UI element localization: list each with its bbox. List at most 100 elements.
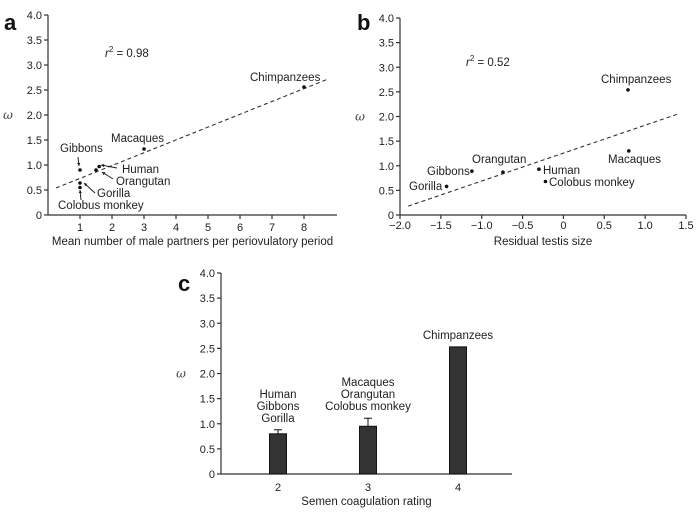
panel-a-arrowhead-icon: [78, 190, 82, 194]
panel-c-bar-label: Human: [259, 389, 296, 401]
panel-a-x-tick-label: 6: [237, 222, 243, 234]
panel-a-point-label: Chimpanzees: [250, 72, 321, 84]
panel-b-point-label: Chimpanzees: [601, 74, 672, 86]
panel-a-point-label: Colobus monkey: [58, 200, 144, 212]
panel-c-bar-label: Gibbons: [257, 401, 300, 413]
panel-c-label: c: [178, 271, 190, 296]
panel-a-point-gibbons: [78, 168, 82, 172]
panel-b-y-tick-label: 1.5: [379, 136, 394, 148]
panel-c-bar-label: Chimpanzees: [423, 330, 494, 342]
panel-c-y-tick-label: 4.0: [200, 268, 215, 280]
panel-a-x-tick-label: 5: [205, 222, 211, 234]
panel-a-fit-line: [55, 78, 329, 189]
panel-b-point-label: Gorilla: [409, 181, 443, 193]
panel-a-arrowhead-icon: [76, 162, 81, 166]
panel-a-label: a: [4, 10, 17, 35]
panel-a-point-label: Gibbons: [60, 143, 103, 155]
panel-b-x-tick-label: −1.0: [471, 220, 493, 232]
panel-a-point-human: [97, 164, 101, 169]
panel-c-bar: [269, 433, 287, 475]
panel-c-y-tick-label: 1.5: [200, 394, 215, 406]
panel-b-point-label: Gibbons: [427, 166, 470, 178]
panel-b-point-label: Orangutan: [472, 154, 526, 166]
panel-b-y-tick-label: 3.0: [379, 62, 394, 74]
panel-b-y-tick-label: 0: [388, 210, 394, 222]
panel-a-point-colobus-monkey: [78, 185, 82, 190]
panel-a-x-tick-label: 1: [77, 222, 83, 234]
panel-b-x-tick-label: 1.5: [678, 220, 693, 232]
panel-c-y-tick-label: 3.0: [200, 318, 215, 330]
panel-a-point-label: Gorilla: [97, 188, 131, 200]
panel-b-x-tick-label: −1.5: [430, 220, 452, 232]
panel-b-y-tick-label: 2.5: [379, 87, 394, 99]
panel-b-point-label: Human: [543, 165, 580, 177]
panel-a-arrowhead-icon: [84, 183, 88, 187]
panel-a-y-tick-label: 1.5: [27, 135, 42, 147]
panel-b-point-chimpanzees: [626, 88, 630, 92]
panel-a-arrowhead-icon: [101, 163, 105, 168]
panel-b-y-tick-label: 2.0: [379, 112, 394, 124]
panel-b-x-tick-label: −0.5: [512, 220, 534, 232]
panel-c-x-tick-label: 4: [455, 482, 461, 494]
panel-b-x-axis-label: Residual testis size: [494, 236, 592, 248]
panel-b-point-colobus-monkey: [543, 179, 548, 184]
panel-c-x-axis-label: Semen coagulation rating: [301, 496, 431, 508]
panel-a-x-tick-label: 3: [141, 222, 147, 234]
panel-a: a 0 0.5 1.0 1.5 2.0 2.5 3.0 3.5 4.0 ω 1 2 3 4 5 6 7 8 Mean …: [3, 10, 337, 248]
panel-c-y-tick-label: 2.5: [200, 343, 215, 355]
panel-a-point-label: Macaques: [111, 133, 164, 145]
panel-b-y-tick-label: 4.0: [379, 13, 394, 25]
panel-b: b 0 0.5 1.0 1.5 2.0 2.5 3.0 3.5 4.0 ω −2.0 −1.5 −1.0 −…: [355, 10, 694, 248]
panel-c-bar-label: Macaques: [341, 377, 394, 389]
panel-b-x-tick-label: 0.5: [597, 220, 612, 232]
panel-b-point-human: [537, 167, 541, 171]
panel-c-x-tick-label: 2: [275, 482, 281, 494]
panel-a-y-axis-label: ω: [3, 108, 13, 122]
panel-a-point-label: Human: [122, 164, 159, 176]
panel-c-bar-label: Orangutan: [341, 389, 395, 401]
panel-b-x-tick-label: −2.0: [389, 220, 411, 232]
panel-b-point-label: Colobus monkey: [549, 177, 635, 189]
panel-a-y-tick-label: 3.0: [27, 60, 42, 72]
panel-a-y-tick-label: 4.0: [27, 10, 42, 22]
panel-a-point-gorilla: [78, 181, 82, 185]
panel-c-bar-label: Gorilla: [261, 413, 295, 425]
panel-c-y-tick-label: 0.5: [200, 444, 215, 456]
panel-a-point-label: Orangutan: [116, 176, 170, 188]
panel-a-point-orangutan: [94, 168, 98, 172]
panel-a-x-tick-label: 4: [173, 222, 179, 234]
panel-a-x-tick-label: 2: [109, 222, 115, 234]
panel-b-x-tick-label: 1.0: [637, 220, 652, 232]
panel-a-point-macaques: [142, 147, 146, 151]
panel-c-y-tick-label: 2.0: [200, 369, 215, 381]
panel-a-x-tick-label: 7: [269, 222, 275, 234]
panel-a-r2-annotation: r2 = 0.98: [105, 45, 149, 60]
panel-b-label: b: [357, 10, 370, 35]
panel-c: c 0 0.5 1.0 1.5 2.0 2.5 3.0 3.5 4.0 ω 2 HumanGibbons…: [176, 268, 512, 508]
panel-a-arrowhead-icon: [102, 172, 106, 176]
panel-b-y-tick-label: 3.5: [379, 38, 394, 50]
panel-b-y-axis-label: ω: [355, 110, 365, 124]
panel-a-y-tick-label: 0: [36, 210, 42, 222]
panel-b-x-tick-label: 0: [560, 220, 566, 232]
panel-a-y-tick-label: 2.5: [27, 85, 42, 97]
panel-b-fit-line: [407, 113, 679, 207]
panel-a-y-tick-label: 0.5: [27, 185, 42, 197]
panel-b-y-tick-label: 0.5: [379, 185, 394, 197]
panel-a-point-chimpanzees: [302, 85, 306, 89]
panel-b-point-macaques: [627, 149, 631, 153]
panel-b-r2-annotation: r2 = 0.52: [466, 54, 510, 69]
panel-c-x-tick-label: 3: [365, 482, 371, 494]
panel-a-x-tick-label: 8: [301, 222, 307, 234]
panel-c-bar: [359, 425, 377, 475]
panel-c-y-tick-label: 1.0: [200, 419, 215, 431]
panel-b-point-gorilla: [444, 184, 449, 189]
panel-a-x-axis-label: Mean number of male partners per periovu…: [52, 236, 333, 248]
panel-b-point-gibbons: [470, 169, 474, 173]
panel-c-y-axis-label: ω: [176, 367, 186, 381]
panel-a-y-tick-label: 3.5: [27, 35, 42, 47]
panel-b-point-orangutan: [501, 170, 505, 174]
panel-b-y-tick-label: 1.0: [379, 161, 394, 173]
panel-c-y-tick-label: 3.5: [200, 293, 215, 305]
